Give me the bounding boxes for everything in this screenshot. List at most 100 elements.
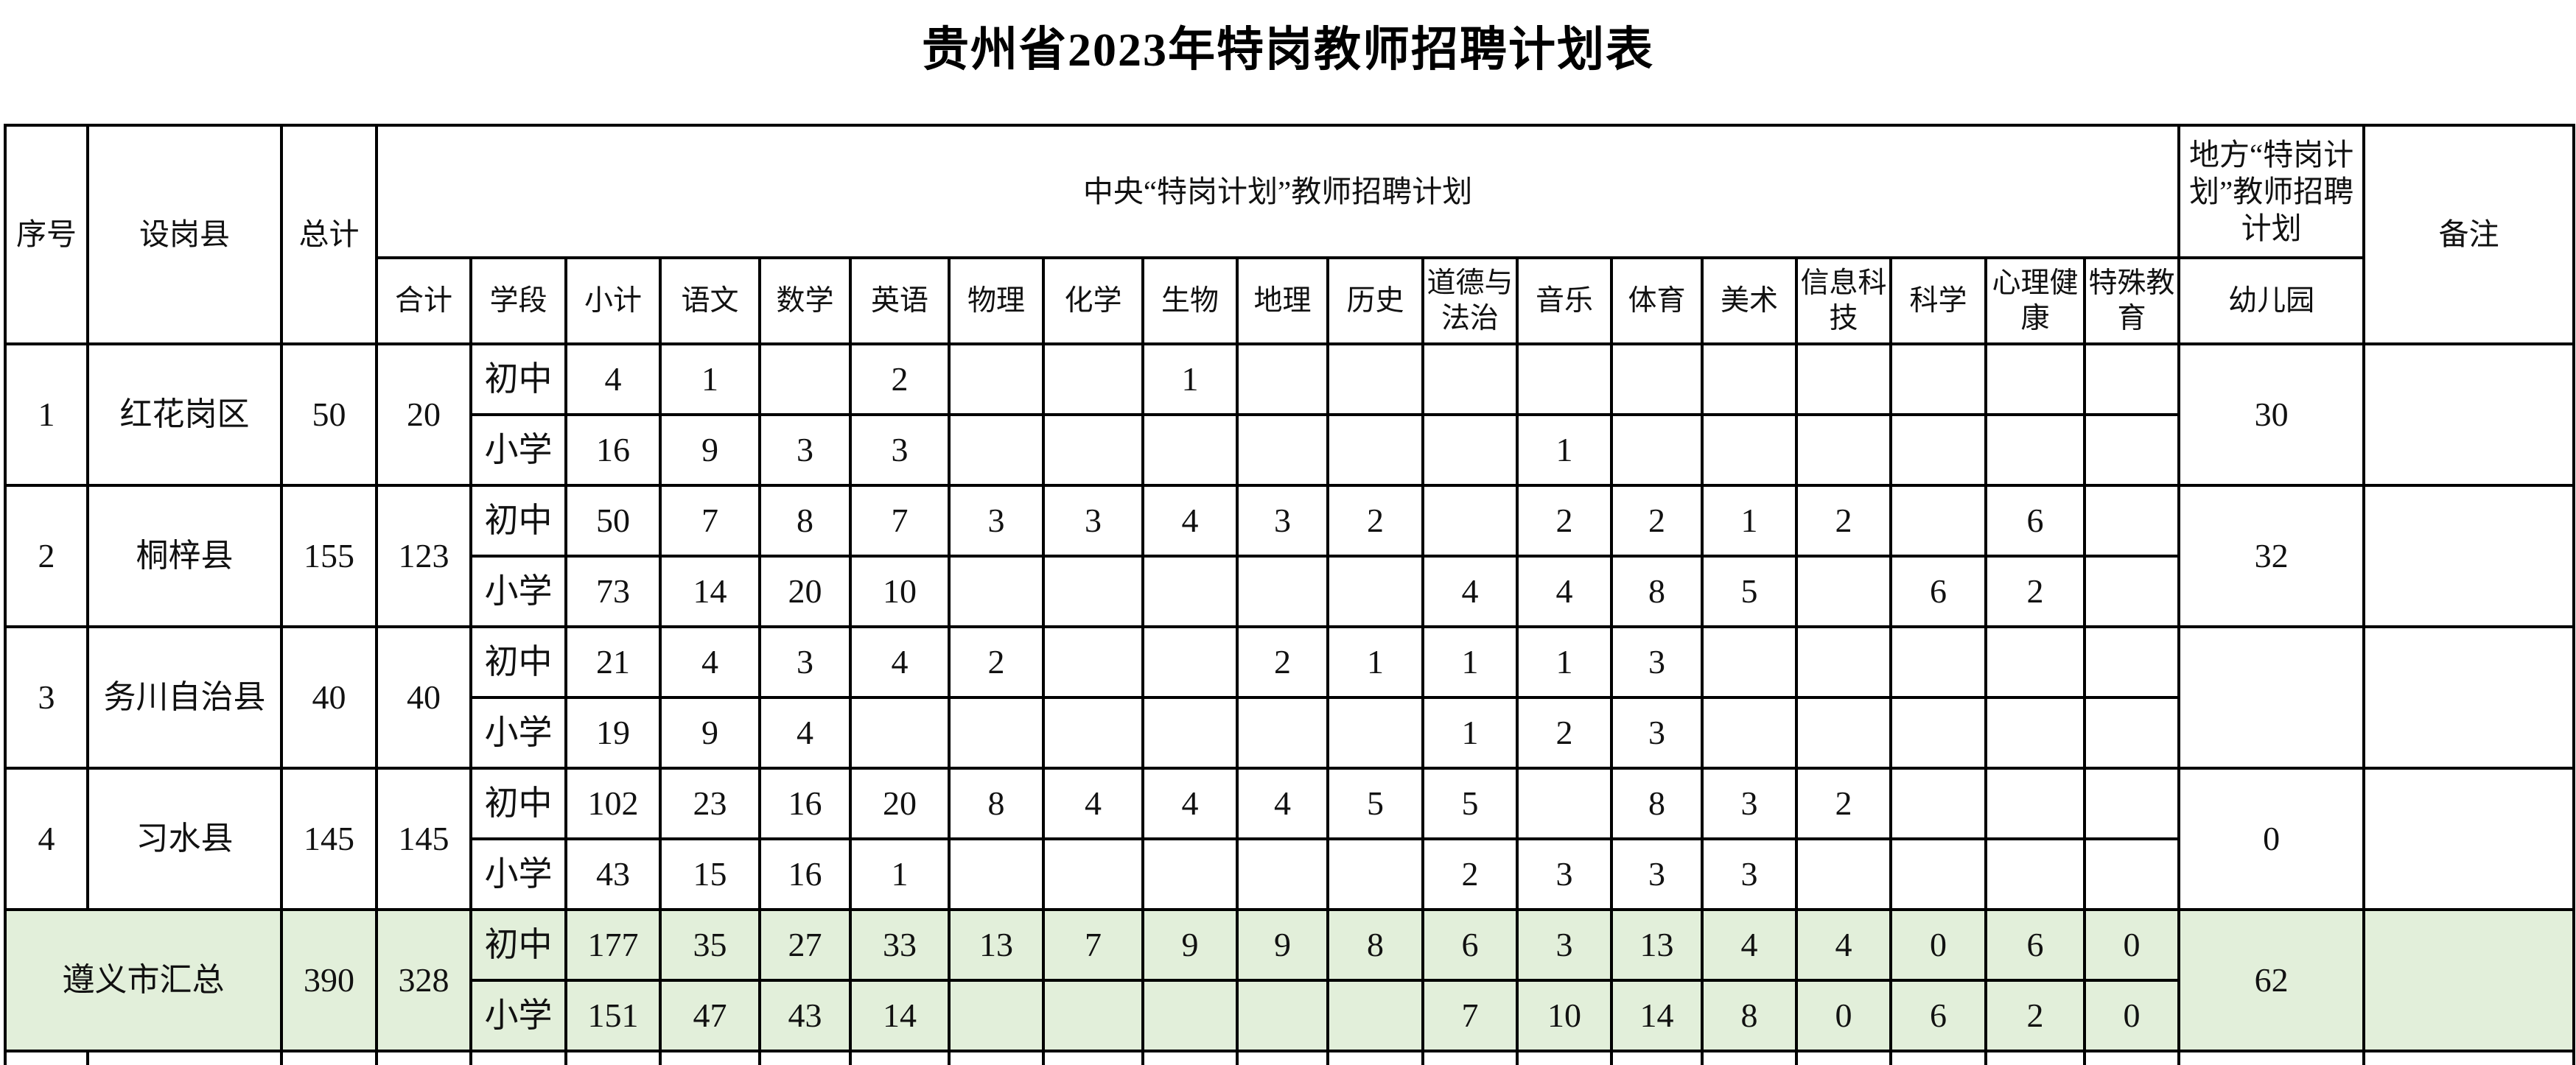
header-serial: 序号 [4,124,89,345]
subject-value-cell [1236,696,1329,770]
subject-value-cell: 9 [1141,908,1239,982]
header-central-plan: 中央“特岗计划”教师招聘计划 [374,124,2181,259]
subject-value-cell [1984,413,2086,487]
subject-value-cell: 1 [659,342,761,416]
subject-value-cell [1042,837,1144,911]
empty-cell [1701,1050,1798,1065]
subject-value-cell: 0 [2082,979,2181,1052]
subject-value-cell: 6 [1889,979,1987,1052]
subject-value-cell: 8 [758,484,852,558]
header-kindergarten: 幼儿园 [2177,256,2366,345]
subject-value-cell: 3 [1610,696,1704,770]
subject-value-cell [948,555,1045,628]
subject-value-cell: 4 [659,625,761,699]
subject-value-cell: 14 [659,555,761,628]
subject-value-cell: 8 [1326,908,1424,982]
empty-cell [1610,1050,1704,1065]
subject-value-cell [1326,413,1424,487]
stage-cell: 初中 [469,908,567,982]
grand-total-cell: 40 [280,625,378,770]
subject-value-cell [1326,342,1424,416]
stage-subtotal-cell: 4 [564,342,662,416]
subject-value-cell: 7 [1421,979,1519,1052]
subject-value-cell [1889,484,1987,558]
subject-value-cell [1421,342,1519,416]
subject-value-cell [1516,767,1613,840]
subject-value-cell: 16 [758,767,852,840]
subject-value-cell: 6 [1984,484,2086,558]
subject-value-cell [948,696,1045,770]
county-cell: 务川自治县 [86,625,283,770]
empty-cell [2082,1050,2181,1065]
county-row-junior: 3 务川自治县 40 40 初中 21 4 3 4 2 2 1 1 1 3 [4,625,2576,770]
subject-value-cell [2082,413,2181,487]
subject-value-cell: 2 [1984,979,2086,1052]
subject-value-cell: 2 [1516,484,1613,558]
stage-cell: 小学 [469,837,567,911]
empty-cell [86,1050,283,1065]
header-row-1: 序号 设岗县 总计 中央“特岗计划”教师招聘计划 地方“特岗计划”教师招聘计划 … [4,124,2576,345]
header-subject: 物理 [948,256,1045,345]
subject-value-cell: 4 [1701,908,1798,982]
stage-cell: 初中 [469,484,567,558]
partial-row [4,1050,2576,1065]
subject-value-cell: 3 [1516,837,1613,911]
subject-value-cell [1610,342,1704,416]
subject-value-cell: 47 [659,979,761,1052]
subject-value-cell: 23 [659,767,761,840]
subject-value-cell: 1 [1516,625,1613,699]
header-subject: 数学 [758,256,852,345]
empty-cell [1421,1050,1519,1065]
subject-value-cell: 6 [1421,908,1519,982]
grand-total-cell: 390 [280,908,378,1052]
subject-value-cell: 4 [1795,908,1892,982]
subject-value-cell [849,696,951,770]
subject-value-cell: 4 [1042,767,1144,840]
subject-value-cell: 4 [1141,767,1239,840]
subject-value-cell: 27 [758,908,852,982]
stage-subtotal-cell: 102 [564,767,662,840]
subject-value-cell: 13 [948,908,1045,982]
subject-value-cell [2082,484,2181,558]
county-row-primary: 小学 43 15 16 1 2 3 3 3 [5,837,2574,911]
stage-subtotal-cell: 19 [564,696,662,770]
subject-value-cell: 8 [1701,979,1798,1052]
subject-value-cell: 3 [758,413,852,487]
subject-value-cell [1889,413,1987,487]
subject-value-cell: 8 [1610,767,1704,840]
subject-value-cell: 3 [758,625,852,699]
subject-value-cell: 7 [659,484,761,558]
county-row-junior: 1 红花岗区 50 20 初中 4 1 2 1 30 [4,342,2576,487]
subject-value-cell [1889,342,1987,416]
header-subject: 化学 [1042,256,1144,345]
subject-value-cell: 1 [849,837,951,911]
subject-value-cell: 10 [1516,979,1613,1052]
empty-cell [1516,1050,1613,1065]
subject-value-cell [1236,979,1329,1052]
subject-value-cell [1042,625,1144,699]
empty-cell [948,1050,1045,1065]
subject-value-cell: 1 [1141,342,1239,416]
stage-subtotal-cell: 50 [564,484,662,558]
subject-value-cell: 14 [849,979,951,1052]
header-subject: 信息科技 [1795,256,1892,345]
subject-value-cell: 9 [659,696,761,770]
county-row-junior: 2 桐梓县 155 123 初中 50 7 8 7 3 3 4 3 2 2 2 1 2 6 32 [4,484,2576,628]
empty-cell [469,1050,567,1065]
subject-value-cell: 3 [1701,767,1798,840]
subject-value-cell: 1 [1326,625,1424,699]
subject-value-cell [1701,625,1798,699]
subject-value-cell: 2 [1421,837,1519,911]
subject-value-cell [1795,625,1892,699]
subject-value-cell [948,837,1045,911]
header-subject: 生物 [1141,256,1239,345]
subject-value-cell: 20 [849,767,951,840]
subject-value-cell [1984,342,2086,416]
subject-value-cell: 0 [2082,908,2181,982]
remark-cell [2362,342,2576,487]
subject-value-cell: 2 [1610,484,1704,558]
serial-cell: 4 [4,767,89,911]
subject-value-cell [1236,837,1329,911]
header-subtotal: 合计 [375,256,472,345]
serial-cell: 1 [4,342,89,487]
